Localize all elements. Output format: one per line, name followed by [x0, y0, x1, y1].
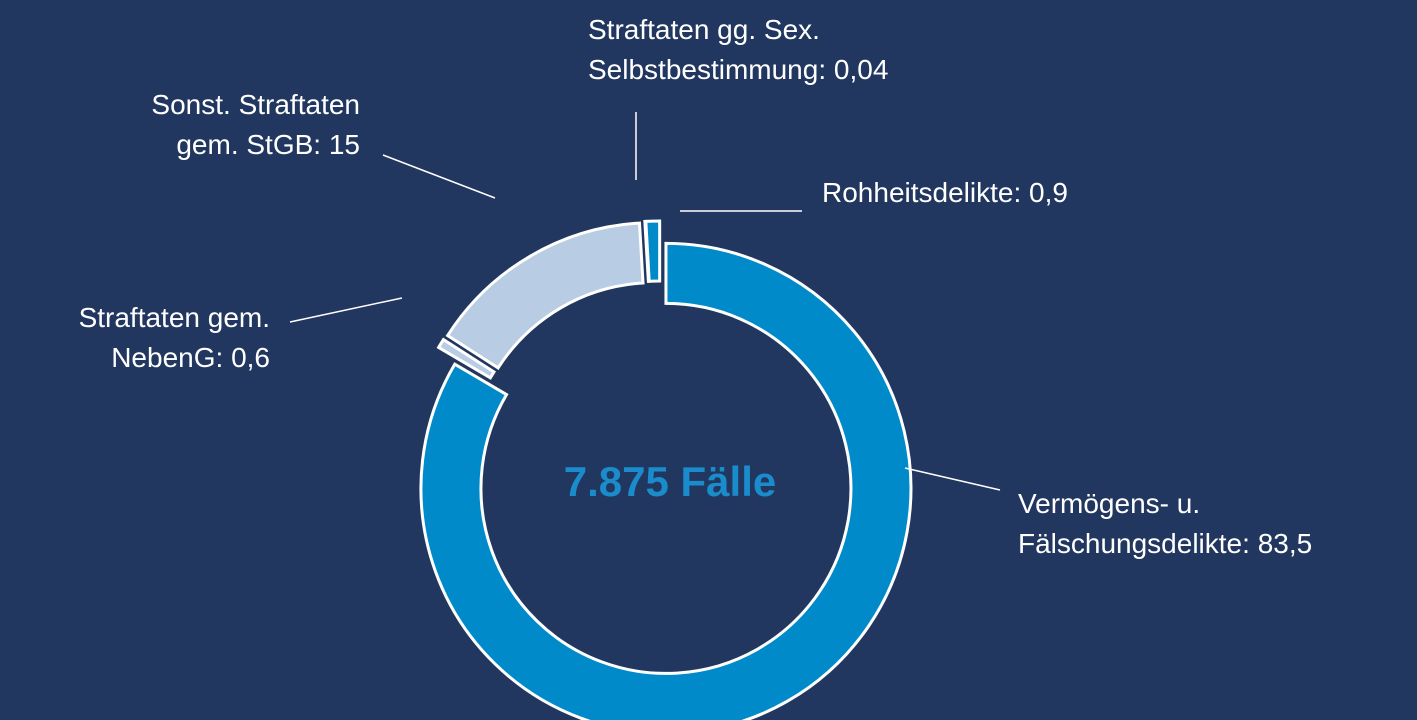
donut-slice	[644, 219, 662, 283]
leader-lines	[289, 112, 1001, 491]
donut-slice	[419, 241, 913, 720]
donut-slice	[436, 337, 497, 380]
slice-label: Vermögens- u. Fälschungsdelikte: 83,5	[1018, 484, 1417, 564]
category-label: Vermögens- u. Fälschungsdelikte:	[1018, 488, 1250, 559]
center-label: 7.875 Fälle	[564, 458, 776, 505]
category-label: Straftaten gg. Sex. Selbstbestimmung:	[588, 14, 827, 85]
category-label: Sonst. Straftaten gem. StGB:	[151, 89, 360, 160]
value-label: 0,6	[231, 342, 270, 373]
category-label: Rohheitsdelikte:	[822, 177, 1022, 208]
slice-label: Straftaten gem. NebenG: 0,6	[10, 298, 270, 378]
value-label: 15	[328, 129, 360, 160]
leader-line	[289, 297, 403, 323]
value-label: 0,04	[833, 54, 889, 85]
donut-slice	[445, 221, 645, 370]
value-label: 0,9	[1029, 177, 1068, 208]
leader-line	[382, 154, 496, 199]
category-label: Straftaten gem. NebenG:	[78, 302, 270, 373]
leader-line	[904, 467, 1001, 491]
slice-label: Rohheitsdelikte: 0,9	[822, 173, 1222, 213]
slice-label: Straftaten gg. Sex. Selbstbestimmung: 0,0…	[588, 10, 928, 90]
slice-label: Sonst. Straftaten gem. StGB: 15	[100, 85, 360, 165]
value-label: 83,5	[1257, 528, 1313, 559]
ring	[419, 219, 913, 720]
